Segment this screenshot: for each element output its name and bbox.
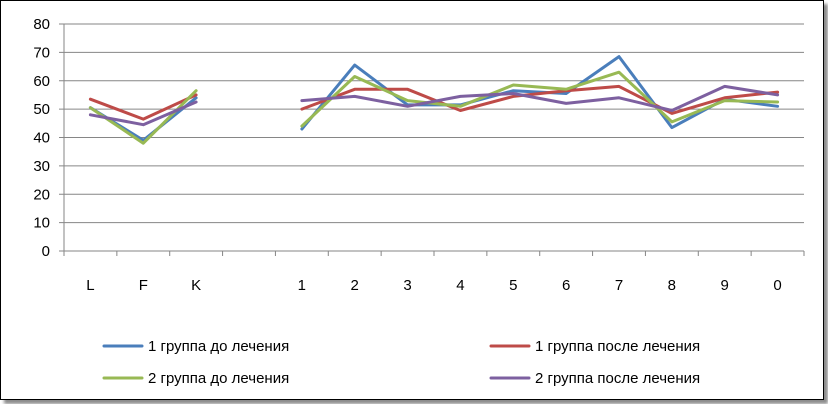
x-tick-label: 0 [773,277,781,294]
y-tick-label: 0 [42,243,50,260]
legend-label: 2 группа после лечения [535,370,700,387]
legend-label: 1 группа после лечения [535,338,700,355]
x-tick-label: 8 [668,277,676,294]
x-tick-label: 1 [298,277,306,294]
axes [59,23,805,256]
y-tick-label: 80 [33,16,50,33]
legend: 1 группа до лечения 1 группа после лечени… [102,338,700,387]
legend-label: 2 группа до лечения [148,370,289,387]
x-tick-label: 9 [721,277,729,294]
x-tick-label: 7 [615,277,623,294]
x-tick-labels: L F K 1 2 3 4 5 6 7 8 9 0 [86,277,781,294]
y-tick-label: 30 [33,158,50,175]
series-line [300,70,780,128]
series-line [88,93,198,121]
legend-label: 1 группа до лечения [148,338,289,355]
x-tick-label: F [139,277,148,294]
x-tick-label: L [86,277,94,294]
x-tick-label: K [191,277,201,294]
y-tick-label: 70 [33,44,50,61]
y-tick-label: 40 [33,130,50,147]
x-tick-label: 2 [351,277,359,294]
y-tick-label: 20 [33,186,50,203]
series-line [88,100,198,127]
x-tick-label: 6 [562,277,570,294]
x-tick-label: 3 [403,277,411,294]
y-tick-label: 10 [33,215,50,232]
gridlines [64,23,804,224]
x-tick-label: 4 [456,277,464,294]
y-tick-label: 60 [33,73,50,90]
series-line [300,84,780,112]
series-lines [88,55,780,145]
x-tick-label: 5 [509,277,517,294]
y-tick-labels: 0 10 20 30 40 50 60 70 80 [33,16,50,260]
y-tick-label: 50 [33,101,50,118]
